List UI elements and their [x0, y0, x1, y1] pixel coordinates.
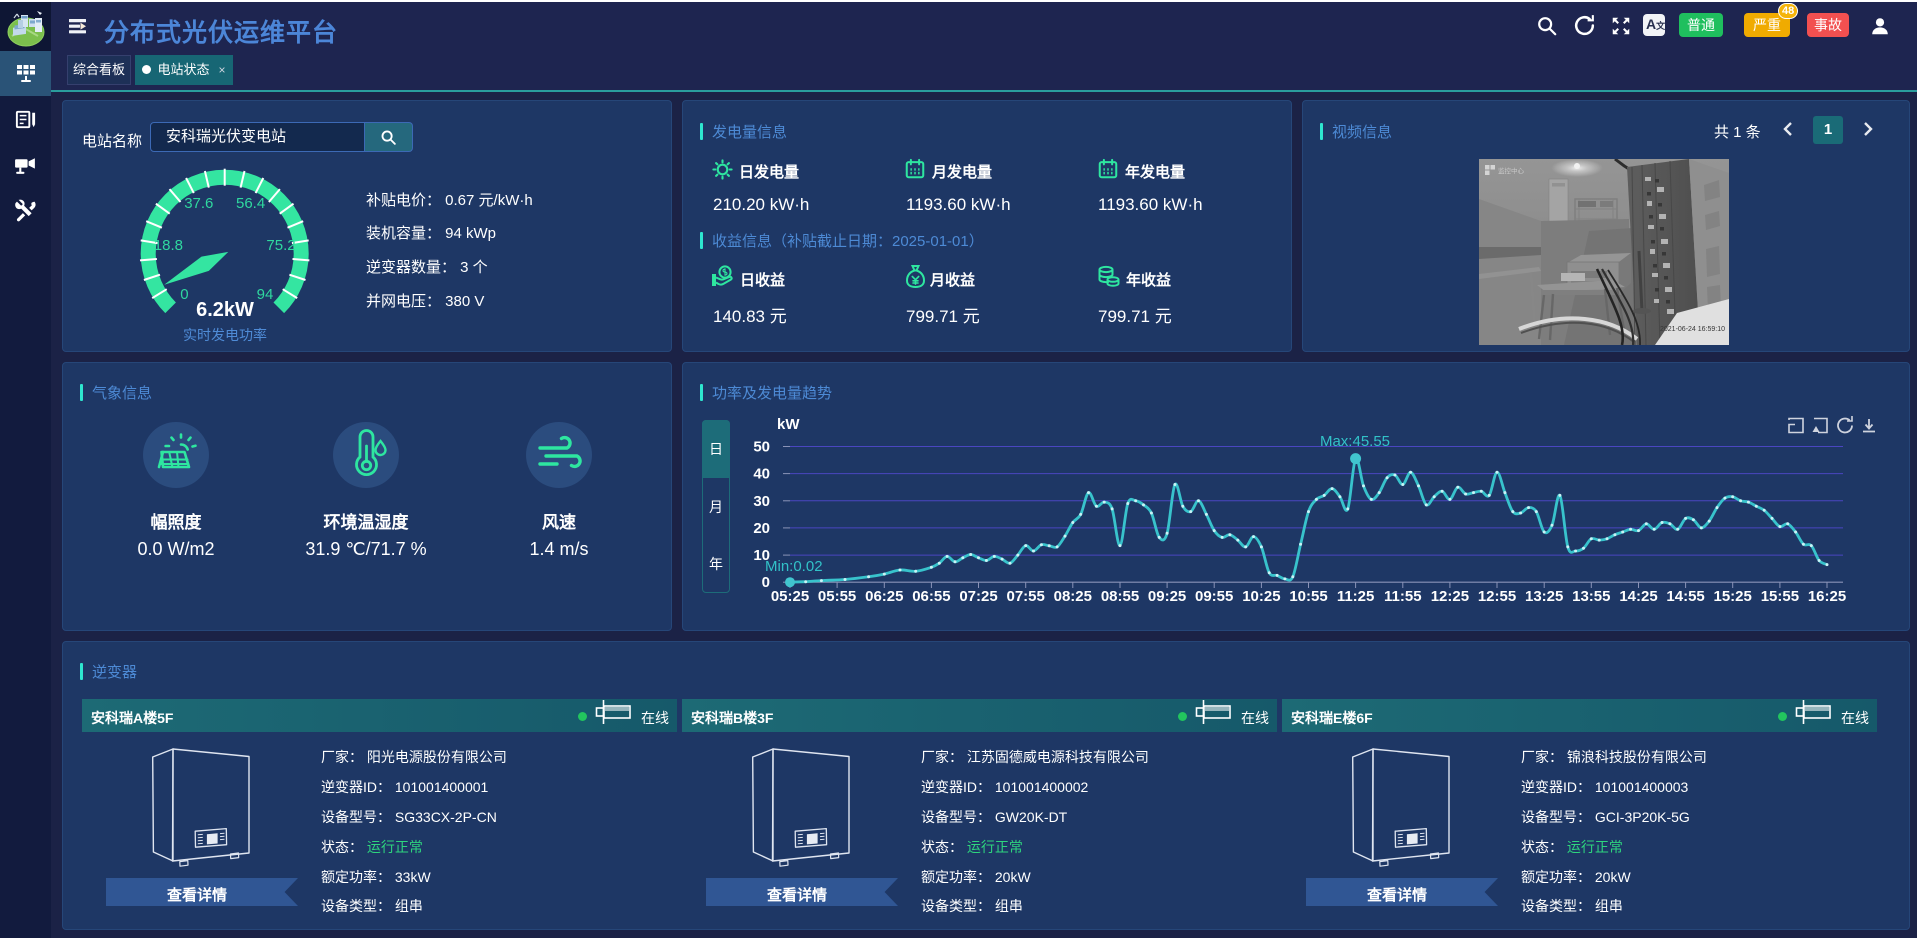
svg-text:37.6: 37.6: [184, 195, 213, 212]
svg-text:18.8: 18.8: [154, 237, 183, 254]
svg-text:09:25: 09:25: [1148, 588, 1186, 605]
svg-text:40: 40: [753, 466, 770, 483]
svg-text:06:25: 06:25: [865, 588, 903, 605]
svg-text:08:55: 08:55: [1101, 588, 1139, 605]
svg-text:16:25: 16:25: [1808, 588, 1846, 605]
svg-text:14:25: 14:25: [1619, 588, 1657, 605]
svg-text:94: 94: [257, 286, 274, 303]
svg-text:09:55: 09:55: [1195, 588, 1233, 605]
svg-text:11:55: 11:55: [1384, 588, 1422, 605]
svg-text:10:25: 10:25: [1242, 588, 1280, 605]
svg-text:11:25: 11:25: [1337, 588, 1375, 605]
svg-text:08:25: 08:25: [1054, 588, 1092, 605]
svg-text:Max:45.55: Max:45.55: [1320, 433, 1390, 450]
svg-text:13:25: 13:25: [1525, 588, 1563, 605]
svg-text:12:25: 12:25: [1431, 588, 1469, 605]
svg-text:Min:0.02: Min:0.02: [765, 558, 823, 575]
svg-text:07:25: 07:25: [959, 588, 997, 605]
svg-text:13:55: 13:55: [1572, 588, 1610, 605]
svg-text:50: 50: [753, 439, 770, 456]
svg-text:12:55: 12:55: [1478, 588, 1516, 605]
svg-text:05:55: 05:55: [818, 588, 856, 605]
svg-text:监控中心: 监控中心: [1498, 166, 1525, 175]
svg-text:14:55: 14:55: [1666, 588, 1704, 605]
svg-text:15:25: 15:25: [1714, 588, 1752, 605]
svg-text:30: 30: [753, 493, 770, 510]
svg-text:07:55: 07:55: [1007, 588, 1045, 605]
svg-text:2021-06-24 16:59:10: 2021-06-24 16:59:10: [1660, 326, 1725, 333]
svg-text:56.4: 56.4: [236, 195, 265, 212]
svg-text:05:25: 05:25: [771, 588, 809, 605]
svg-text:10:55: 10:55: [1289, 588, 1327, 605]
svg-text:10: 10: [753, 547, 770, 564]
svg-text:kW: kW: [777, 416, 800, 433]
svg-text:75.2: 75.2: [266, 237, 295, 254]
svg-text:06:55: 06:55: [912, 588, 950, 605]
svg-text:20: 20: [753, 520, 770, 537]
svg-text:0: 0: [180, 286, 188, 303]
svg-text:0: 0: [762, 574, 770, 591]
svg-text:15:55: 15:55: [1761, 588, 1799, 605]
